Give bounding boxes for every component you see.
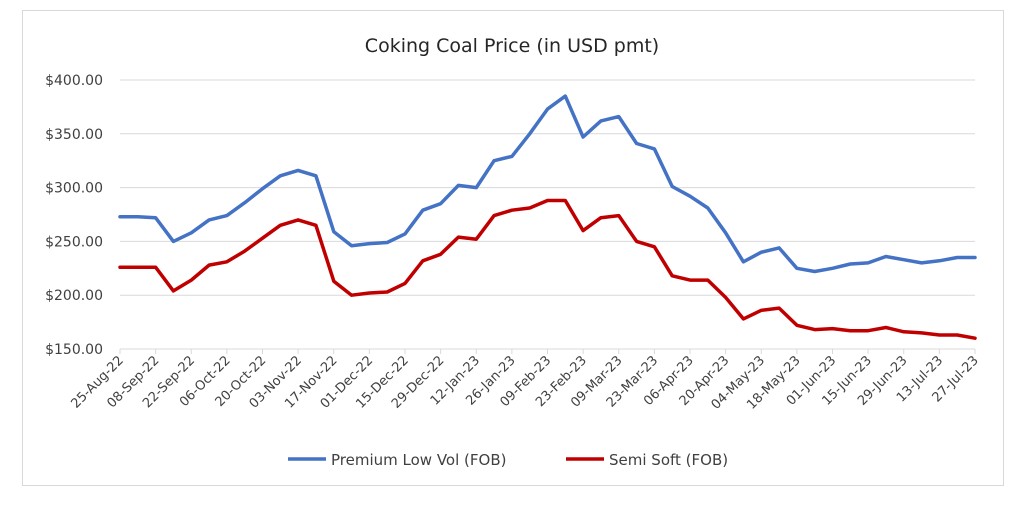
y-tick-label: $350.00 <box>45 127 103 143</box>
legend-label: Semi Soft (FOB) <box>609 451 728 469</box>
y-tick-label: $150.00 <box>45 342 103 358</box>
chart-border <box>23 11 1004 486</box>
y-tick-label: $250.00 <box>45 234 103 250</box>
y-tick-label: $300.00 <box>45 181 103 197</box>
legend-label: Premium Low Vol (FOB) <box>331 451 506 469</box>
y-tick-label: $200.00 <box>45 288 103 304</box>
y-tick-label: $400.00 <box>45 73 103 89</box>
chart-title: Coking Coal Price (in USD pmt) <box>365 35 659 57</box>
